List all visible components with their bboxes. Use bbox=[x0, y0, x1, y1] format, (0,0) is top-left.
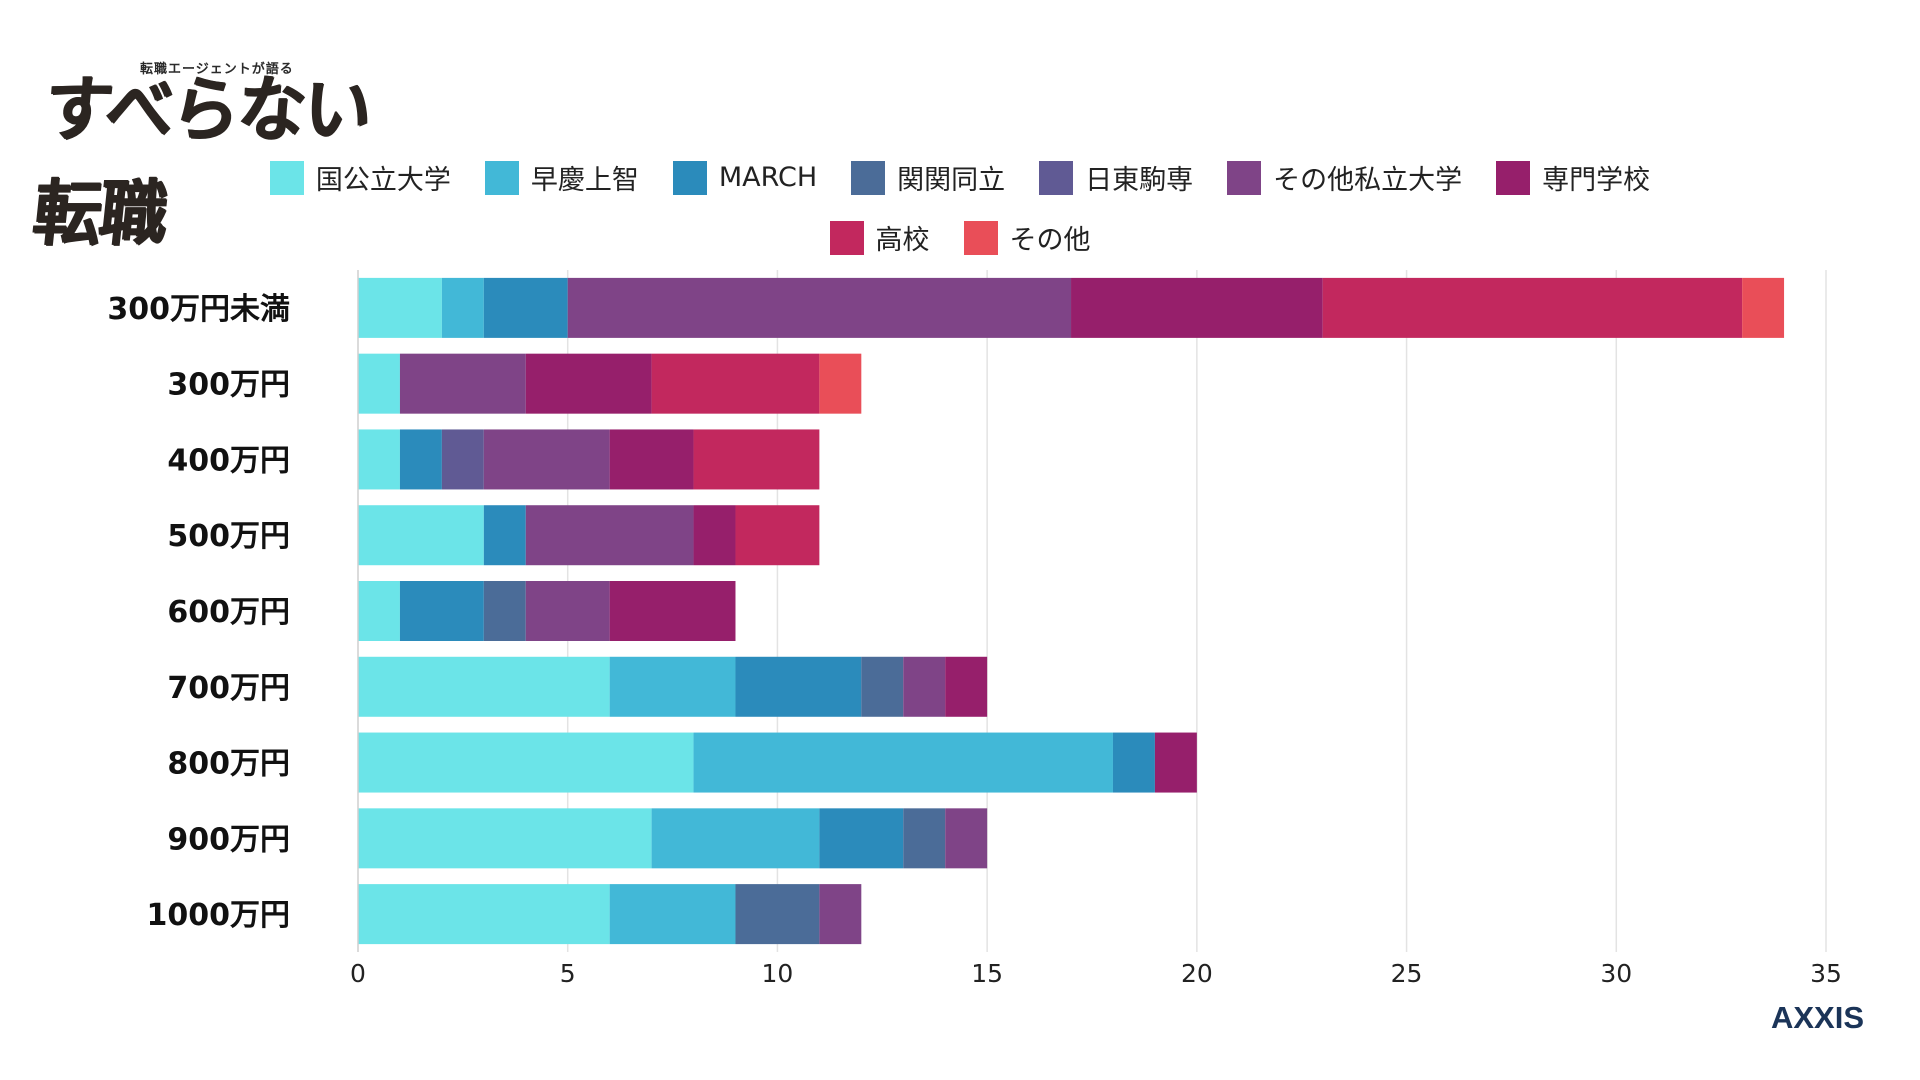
legend-item: その他 bbox=[963, 218, 1091, 257]
legend-swatch bbox=[1039, 160, 1074, 195]
bar-segment bbox=[693, 732, 1113, 793]
legend-swatch bbox=[851, 160, 886, 195]
x-tick-label: 10 bbox=[762, 959, 794, 988]
bar-segment bbox=[567, 277, 1072, 338]
legend-item: MARCH bbox=[672, 160, 818, 195]
bar-segment bbox=[609, 884, 736, 945]
legend-label: MARCH bbox=[718, 162, 818, 193]
legend-swatch bbox=[829, 220, 864, 255]
chart-legend-row-1: 国公立大学 早慶上智 MARCH 関関同立 日東駒専 その他私立大学 専門学校 bbox=[0, 158, 1920, 197]
category-label: 500万円 bbox=[167, 519, 290, 554]
x-tick-label: 5 bbox=[560, 959, 576, 988]
legend-item: その他私立大学 bbox=[1227, 158, 1462, 197]
bar-segment bbox=[693, 429, 820, 490]
legend-swatch bbox=[1496, 160, 1531, 195]
category-label: 300万円未満 bbox=[107, 292, 290, 327]
legend-item: 関関同立 bbox=[851, 158, 1005, 197]
bar-segment bbox=[609, 656, 736, 717]
legend-label: 国公立大学 bbox=[315, 165, 451, 196]
bar-segment bbox=[358, 808, 652, 869]
bar-segment bbox=[358, 429, 400, 490]
bar-segment bbox=[483, 505, 526, 566]
legend-item: 早慶上智 bbox=[484, 158, 639, 197]
category-label: 900万円 bbox=[167, 822, 290, 857]
bar-segment bbox=[483, 429, 610, 490]
legend-label: その他 bbox=[1009, 225, 1091, 256]
bar-segment bbox=[525, 505, 694, 566]
logo-subtitle: 転職エージェントが語る bbox=[140, 62, 294, 77]
bar-segment bbox=[1322, 277, 1743, 338]
category-label: 300万円 bbox=[167, 368, 290, 403]
bar-segment bbox=[441, 277, 484, 338]
bar-segment bbox=[399, 581, 484, 641]
bar-segment bbox=[819, 884, 862, 945]
legend-item: 国公立大学 bbox=[269, 158, 451, 197]
legend-label: 早慶上智 bbox=[530, 165, 639, 196]
logo: すべらない転職 転職エージェントが語る bbox=[29, 50, 380, 256]
bar-segment bbox=[735, 505, 820, 566]
bar-segment bbox=[903, 656, 946, 717]
bar-segment bbox=[819, 808, 904, 869]
bar-segment bbox=[1154, 732, 1197, 793]
bar-segment bbox=[651, 808, 820, 869]
legend-item: 日東駒専 bbox=[1039, 158, 1193, 197]
x-tick-label: 25 bbox=[1391, 959, 1423, 988]
x-tick-label: 30 bbox=[1600, 959, 1632, 988]
bar-segment bbox=[358, 732, 694, 793]
legend-swatch bbox=[269, 160, 304, 195]
bar-segment bbox=[1112, 732, 1155, 793]
bar-segment bbox=[525, 581, 610, 641]
bar-segment bbox=[483, 277, 568, 338]
category-label: 400万円 bbox=[167, 443, 290, 478]
bar-segment bbox=[358, 505, 484, 566]
x-tick-label: 20 bbox=[1181, 959, 1213, 988]
bar-segment bbox=[651, 353, 820, 414]
bar-segment bbox=[609, 581, 736, 641]
legend-swatch bbox=[1227, 160, 1262, 195]
x-tick-label: 35 bbox=[1810, 959, 1842, 988]
legend-swatch bbox=[484, 160, 519, 195]
bar-segment bbox=[945, 808, 988, 869]
bar-segment bbox=[399, 429, 442, 490]
category-label: 700万円 bbox=[167, 671, 290, 706]
bar-segment bbox=[358, 353, 400, 414]
category-label: 800万円 bbox=[167, 747, 290, 782]
legend-swatch bbox=[963, 220, 998, 255]
legend-label: 関関同立 bbox=[897, 165, 1006, 196]
bar-segment bbox=[735, 656, 862, 717]
x-tick-label: 0 bbox=[350, 959, 366, 988]
bar-segment bbox=[693, 505, 736, 566]
bar-segment bbox=[609, 429, 694, 490]
legend-label: 日東駒専 bbox=[1085, 165, 1194, 196]
legend-label: 専門学校 bbox=[1542, 165, 1651, 196]
bar-segment bbox=[483, 581, 526, 641]
x-tick-label: 15 bbox=[971, 959, 1003, 988]
brand-logo: AXXIS bbox=[1770, 1000, 1864, 1035]
legend-item: 高校 bbox=[829, 218, 930, 257]
bar-segment bbox=[525, 353, 652, 414]
bar-segment bbox=[735, 884, 820, 945]
legend-item: 専門学校 bbox=[1496, 158, 1650, 197]
legend-label: 高校 bbox=[875, 225, 930, 256]
bar-segment bbox=[358, 656, 610, 717]
legend-swatch bbox=[672, 160, 707, 195]
stacked-bar-chart: 300万円未満 300万円 400万円 500万円 600万円 700万円 800万円 900… bbox=[107, 270, 1842, 988]
category-label: 1000万円 bbox=[147, 898, 291, 933]
bar-segment bbox=[358, 581, 400, 641]
bar-segment bbox=[903, 808, 946, 869]
bar-segment bbox=[1742, 277, 1785, 338]
category-label: 600万円 bbox=[167, 595, 290, 630]
bar-segment bbox=[945, 656, 988, 717]
bar-segment bbox=[1071, 277, 1323, 338]
bar-segment bbox=[441, 429, 484, 490]
bar-segment bbox=[358, 277, 442, 338]
bar-segment bbox=[861, 656, 904, 717]
bar-segment bbox=[399, 353, 526, 414]
bar-segment bbox=[819, 353, 862, 414]
chart-legend-row-2: 高校 その他 bbox=[0, 218, 1920, 257]
legend-label: その他私立大学 bbox=[1273, 165, 1463, 196]
bar-segment bbox=[358, 884, 610, 945]
